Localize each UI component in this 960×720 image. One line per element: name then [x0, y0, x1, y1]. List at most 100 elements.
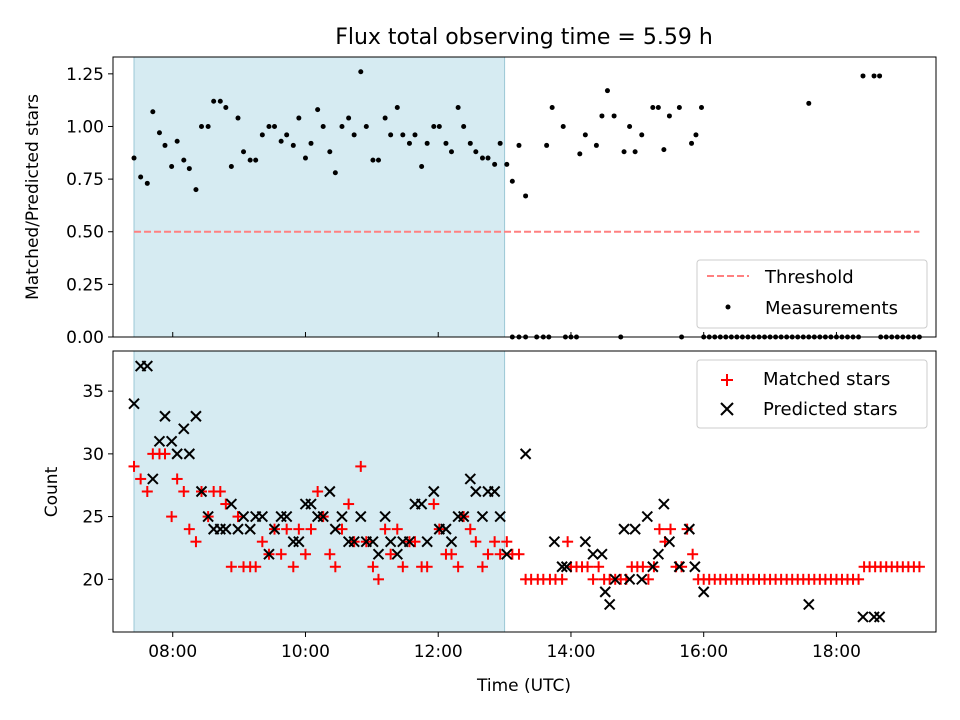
measurement-point	[577, 151, 583, 157]
matched-stars-point	[305, 523, 317, 535]
measurement-point	[351, 132, 357, 138]
matched-stars-point	[256, 536, 268, 548]
predicted-stars-point	[202, 510, 214, 523]
y-tick-label: 0.75	[66, 170, 104, 190]
x-tick-label: 12:00	[414, 642, 463, 662]
predicted-stars-point	[603, 598, 616, 611]
matched-stars-point	[214, 486, 226, 497]
predicted-stars-point	[803, 598, 815, 611]
x-tick-label: 14:00	[546, 642, 595, 662]
measurement-point	[544, 142, 550, 148]
measurement-point	[400, 132, 406, 138]
measurement-point	[382, 115, 388, 121]
matched-stars-point	[681, 523, 693, 535]
matched-stars-point	[293, 523, 305, 535]
measurement-point	[193, 187, 199, 193]
measurement-point	[339, 123, 345, 129]
measurement-point	[375, 157, 381, 163]
matched-stars-point	[220, 498, 232, 510]
x-tick-label: 16:00	[679, 642, 728, 662]
predicted-stars-point	[647, 561, 659, 573]
matched-stars-point	[379, 523, 391, 535]
predicted-stars-point	[256, 510, 269, 523]
predicted-stars-point	[428, 485, 440, 498]
measurement-point	[150, 109, 156, 115]
x-axis-label: Time (UTC)	[476, 676, 571, 696]
measurement-point	[627, 123, 633, 129]
predicted-stars-point	[440, 523, 452, 535]
measurement-point	[253, 157, 259, 163]
matched-stars-point	[513, 548, 525, 560]
measurement-point	[174, 138, 180, 144]
predicted-stars-point	[548, 535, 561, 548]
predicted-stars-point	[280, 510, 293, 523]
measurements-legend-marker	[725, 304, 731, 310]
measurement-point	[169, 163, 175, 169]
y-tick-label: 0.00	[66, 328, 104, 348]
y-tick-label: 25	[82, 508, 104, 528]
measurement-point	[676, 105, 682, 111]
measurement-point	[436, 123, 442, 129]
predicted-stars-point	[220, 523, 232, 535]
matched-stars-point	[494, 548, 506, 560]
matched-stars-point	[428, 498, 440, 510]
measurement-point	[431, 123, 437, 129]
predicted-stars-point	[317, 510, 329, 523]
y-tick-label: 0.50	[66, 223, 104, 243]
predicted-legend-marker	[720, 402, 734, 416]
measurement-point	[156, 130, 162, 136]
measurement-point	[370, 157, 376, 163]
measurement-point	[473, 149, 479, 155]
matched-stars-point	[665, 523, 677, 535]
predicted-stars-point	[873, 611, 886, 623]
predicted-stars-point	[488, 485, 501, 498]
predicted-stars-point	[159, 410, 171, 422]
matched-stars-point	[445, 548, 457, 560]
measurement-point	[205, 123, 211, 129]
measurement-point	[332, 170, 338, 176]
y-tick-label: 0.25	[66, 275, 104, 295]
measurement-point	[509, 178, 515, 184]
predicted-stars-point	[268, 523, 281, 535]
matched-legend-marker	[721, 374, 733, 386]
matched-stars-point	[653, 523, 665, 535]
measurement-point	[599, 113, 605, 119]
matched-stars-point	[482, 548, 494, 560]
matched-stars-point	[232, 511, 244, 523]
top-yticks: 0.00 0.25 0.50 0.75 1.00 1.25	[66, 65, 113, 348]
y-tick-label: 1.00	[66, 117, 104, 137]
matched-stars-point	[324, 548, 336, 560]
predicted-stars-point	[658, 498, 670, 510]
matched-stars-point	[355, 460, 367, 472]
predicted-stars-point	[641, 510, 653, 523]
measurement-point	[290, 142, 296, 148]
measurement-point	[211, 98, 217, 104]
matched-stars-point	[913, 561, 925, 573]
predicted-stars-point	[697, 586, 710, 598]
chart-title: Flux total observing time = 5.59 h	[335, 25, 713, 50]
y-tick-label: 1.25	[66, 65, 104, 85]
matched-stars-point	[141, 486, 153, 497]
matched-stars-point	[336, 523, 348, 535]
matched-stars-point	[329, 561, 341, 573]
matched-stars-point	[562, 536, 574, 548]
predicted-stars-point	[232, 523, 244, 535]
predicted-stars-point	[171, 448, 183, 460]
measurement-point	[611, 113, 617, 119]
bottom-ylabel: Count	[42, 466, 62, 517]
matched-stars-point	[171, 473, 183, 485]
top-shaded-region	[133, 56, 506, 338]
matched-stars-point	[501, 536, 513, 548]
measurement-point	[266, 123, 272, 129]
matched-stars-point	[312, 486, 324, 497]
predicted-stars-point	[324, 485, 336, 498]
predicted-stars-point	[623, 573, 636, 586]
predicted-stars-point	[336, 510, 348, 523]
predicted-stars-point	[560, 561, 573, 573]
measurement-point	[523, 193, 529, 199]
matched-stars-point	[385, 548, 397, 560]
predicted-stars-point	[689, 561, 701, 573]
predicted-stars-point	[599, 586, 611, 598]
measurement-point	[516, 142, 522, 148]
